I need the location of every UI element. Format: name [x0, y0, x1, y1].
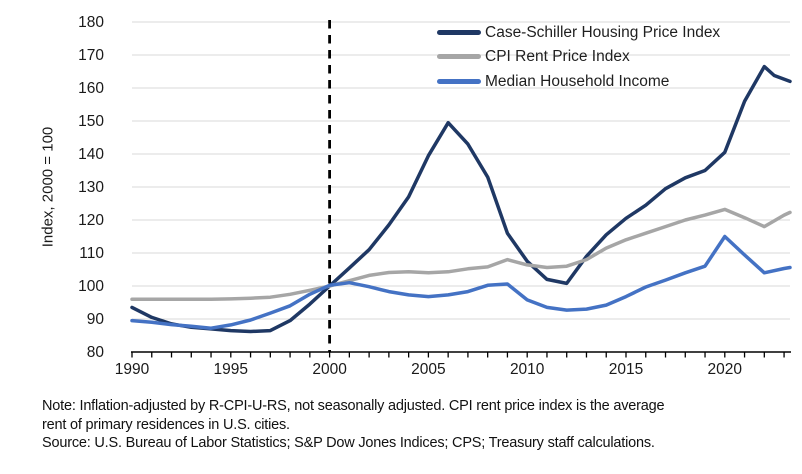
x-tick-label: 2020	[708, 361, 743, 378]
note-line-1: Note: Inflation-adjusted by R-CPI-U-RS, …	[42, 398, 665, 414]
x-tick-label: 2005	[411, 361, 445, 378]
y-tick-label: 170	[78, 47, 104, 64]
case-schiller-line-swatch	[437, 29, 481, 35]
footnotes: Note: Inflation-adjusted by R-CPI-U-RS, …	[42, 397, 665, 453]
series-line-median-household-income	[130, 234, 792, 330]
series-line-cpi-rent-price-index	[130, 207, 792, 301]
series-line-case-schiller-housing-price-index	[130, 64, 792, 334]
x-tick-label: 2010	[510, 361, 545, 378]
median-income-line-swatch	[437, 78, 481, 84]
y-tick-label: 110	[79, 245, 104, 262]
y-tick-label: 100	[78, 278, 104, 295]
note-line-2: rent of primary residences in U.S. citie…	[42, 416, 290, 433]
legend-item-cpi-rent: CPI Rent Price Index	[437, 45, 720, 70]
legend-item-median-income: Median Household Income	[437, 69, 720, 94]
legend-label: CPI Rent Price Index	[485, 48, 630, 65]
legend-label: Median Household Income	[485, 72, 670, 90]
y-axis-title: Index, 2000 = 100	[39, 126, 57, 248]
legend-item-case-schiller: Case-Schiller Housing Price Index	[437, 20, 720, 45]
y-tick-label: 180	[78, 14, 104, 31]
x-tick-label: 1995	[214, 361, 248, 378]
legend-label: Case-Schiller Housing Price Index	[485, 23, 721, 41]
x-tick-label: 1990	[115, 361, 150, 378]
y-tick-label: 140	[78, 146, 104, 163]
y-tick-label: 150	[78, 113, 104, 130]
x-tick-label: 2015	[609, 361, 643, 378]
x-tick-label: 2000	[312, 361, 347, 378]
y-tick-label: 120	[78, 212, 104, 229]
y-tick-label: 130	[78, 179, 104, 196]
y-tick-label: 160	[78, 80, 104, 97]
line-chart-plot: 80 90 100 110 120 130 140 150 160 170 180 1990 1995 2…	[78, 14, 792, 378]
y-tick-label: 80	[87, 344, 105, 361]
source-line: Source: U.S. Bureau of Labor Statistics;…	[42, 435, 655, 451]
y-tick-label: 90	[87, 311, 105, 328]
cpi-rent-line-swatch	[437, 54, 481, 60]
legend: Case-Schiller Housing Price Index CPI Re…	[437, 20, 720, 94]
